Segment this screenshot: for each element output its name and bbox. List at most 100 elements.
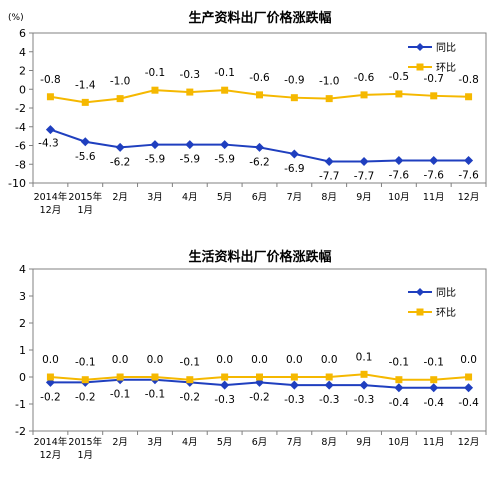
data-label: -7.7	[354, 170, 375, 182]
legend-label: 同比	[436, 42, 456, 54]
data-point	[289, 380, 299, 390]
x-tick-label: 8月	[321, 437, 337, 448]
chart-title: 生活资料出厂价格涨跌幅	[188, 249, 331, 265]
y-tick-label: 2	[19, 317, 26, 330]
data-label: -0.2	[40, 391, 61, 403]
data-label: 0.0	[147, 354, 164, 366]
data-point	[256, 91, 263, 99]
data-point	[325, 373, 333, 381]
data-label: -6.2	[110, 156, 131, 168]
data-point	[255, 142, 264, 152]
y-unit-label: (%)	[8, 13, 24, 23]
chart-production-materials: 生产资料出厂价格涨跌幅 (%) 6 4 2 0 -2 -4 -6 -8 -10 2014年 12月 201…	[8, 10, 487, 216]
data-label: -7.7	[319, 170, 340, 182]
legend-label: 环比	[436, 307, 456, 319]
data-point	[395, 376, 403, 384]
data-label: -0.1	[110, 389, 131, 401]
x-tick-label: 7月	[287, 192, 303, 203]
data-label: -0.4	[389, 397, 410, 409]
data-label: -0.4	[458, 397, 479, 409]
data-label: -1.0	[319, 76, 340, 88]
data-label: -0.3	[214, 394, 235, 406]
data-label: -0.6	[249, 72, 270, 84]
x-tick-label: 2月	[112, 437, 128, 448]
data-point	[430, 92, 438, 100]
data-point	[151, 373, 159, 381]
y-tick-label: 4	[19, 46, 26, 59]
x-tick-label: 10月	[388, 192, 410, 203]
data-point	[221, 373, 229, 381]
data-point	[81, 98, 89, 106]
data-point	[324, 156, 334, 166]
data-label: -5.6	[75, 151, 96, 163]
x-tick-label: 8月	[321, 192, 337, 203]
data-label: -0.7	[423, 73, 444, 85]
x-tick-label: 10月	[388, 437, 410, 448]
data-point	[464, 156, 474, 165]
y-tick-label: 1	[19, 344, 26, 357]
data-point	[81, 376, 89, 384]
data-label: -5.9	[145, 154, 166, 166]
data-label: 0.0	[321, 354, 338, 366]
data-point	[150, 140, 160, 150]
data-label: -0.1	[423, 357, 444, 369]
x-tick-label: 4月	[182, 192, 198, 203]
data-point	[325, 95, 333, 103]
data-label: 0.0	[286, 354, 303, 366]
data-label: 0.1	[356, 351, 373, 363]
data-point	[151, 86, 159, 94]
data-label: -0.2	[180, 391, 201, 403]
data-point	[430, 376, 438, 384]
data-point	[116, 95, 124, 103]
y-tick-label: -8	[15, 158, 26, 171]
x-tick-label: 2月	[112, 192, 128, 203]
y-tick-label: 0	[19, 371, 26, 384]
legend-marker	[416, 308, 424, 316]
x-tick-label: 2014年	[34, 191, 68, 203]
x-tick-label: 12月	[40, 205, 62, 216]
data-label: -0.1	[180, 357, 201, 369]
data-label: -0.4	[423, 397, 444, 409]
data-label: -0.8	[458, 74, 479, 86]
x-tick-label: 6月	[252, 437, 268, 448]
data-point	[116, 373, 124, 381]
data-label: -0.1	[75, 357, 96, 369]
data-point	[46, 373, 54, 381]
data-point	[185, 140, 195, 150]
data-label: -7.6	[458, 170, 479, 182]
x-tick-label: 2015年	[68, 436, 102, 448]
legend-label: 同比	[436, 287, 456, 299]
y-tick-label: 3	[19, 290, 26, 303]
y-tick-label: 2	[19, 65, 26, 78]
data-point	[220, 380, 230, 390]
data-label: -6.2	[249, 156, 270, 168]
data-point	[359, 380, 369, 390]
x-tick-label: 11月	[423, 192, 445, 203]
x-tick-label: 12月	[458, 192, 480, 203]
data-label: -0.9	[284, 75, 305, 87]
x-tick-label: 7月	[287, 437, 303, 448]
data-label: -0.5	[389, 71, 410, 83]
data-label: -0.1	[145, 67, 166, 79]
data-point	[45, 125, 55, 135]
x-tick-label: 3月	[147, 192, 163, 203]
data-label: 0.0	[112, 354, 129, 366]
data-label: -0.1	[214, 67, 235, 79]
chart-title: 生产资料出厂价格涨跌幅	[188, 10, 331, 26]
data-point	[465, 373, 473, 381]
data-point	[290, 373, 298, 381]
x-tick-label: 1月	[77, 205, 93, 216]
x-tick-label: 12月	[40, 450, 62, 461]
data-point	[289, 149, 299, 159]
x-tick-label: 2014年	[34, 436, 68, 448]
data-point	[80, 137, 90, 147]
data-label: -0.8	[40, 74, 61, 86]
data-label: -7.6	[389, 170, 410, 182]
data-label: -0.1	[145, 389, 166, 401]
y-tick-label: -10	[8, 177, 26, 190]
y-tick-label: 6	[19, 27, 26, 40]
legend-marker	[416, 43, 424, 51]
data-point	[115, 142, 125, 152]
data-point	[186, 376, 194, 384]
x-tick-label: 1月	[77, 450, 93, 461]
